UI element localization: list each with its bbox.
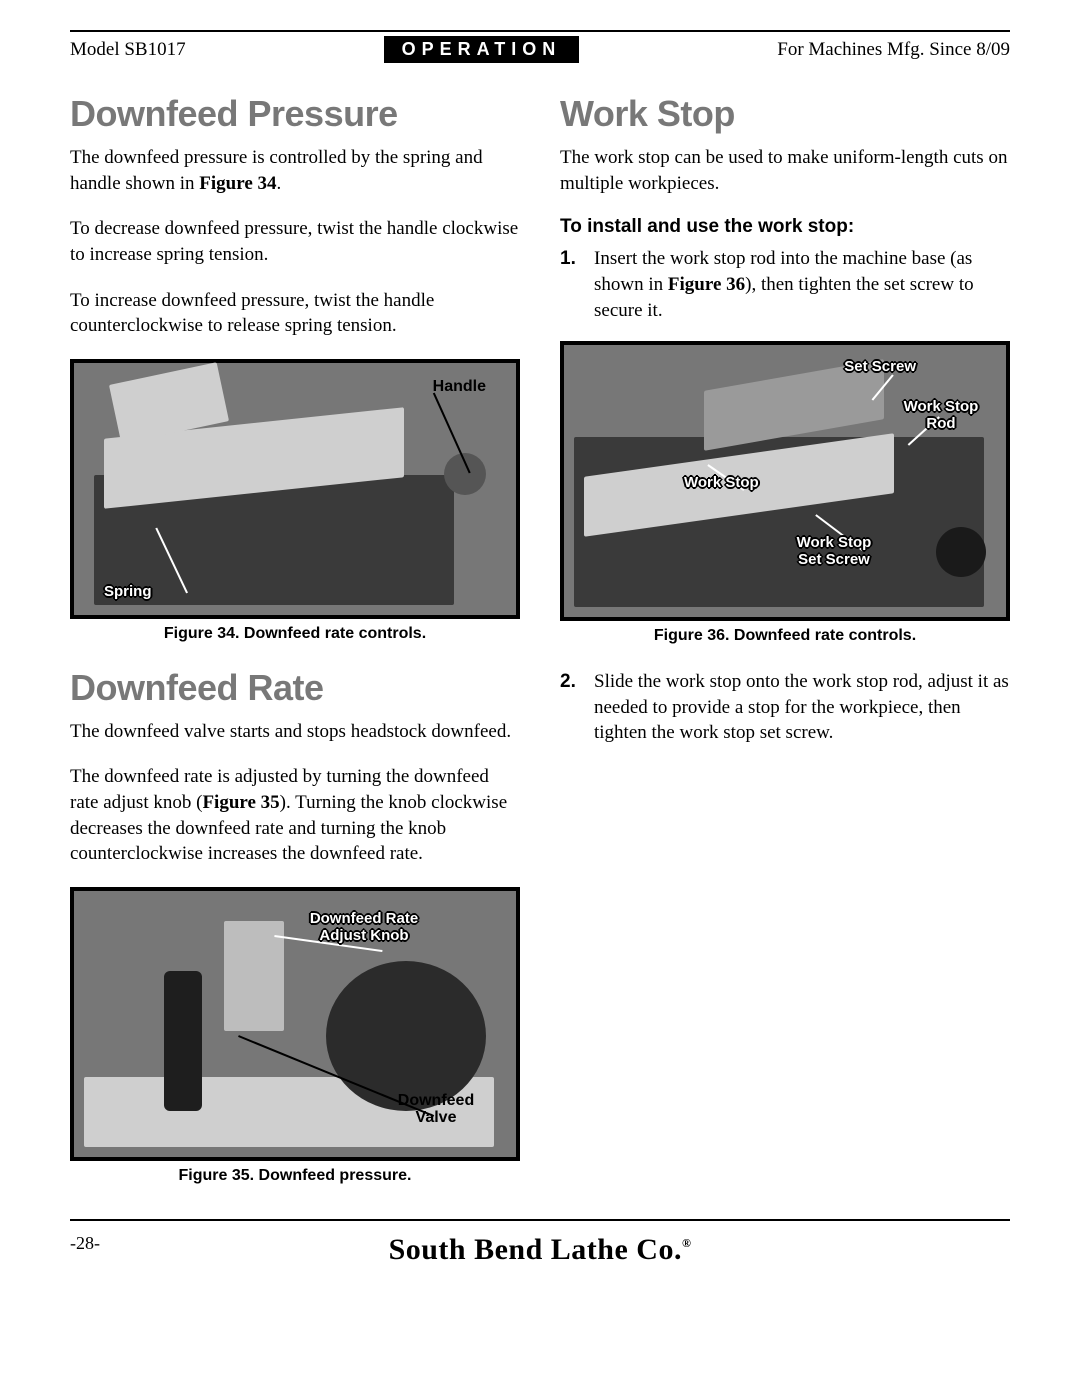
footer-brand-text: South Bend Lathe Co. bbox=[389, 1233, 682, 1266]
content-columns: Downfeed Pressure The downfeed pressure … bbox=[70, 93, 1010, 1209]
figure-34: Handle Spring bbox=[70, 359, 520, 619]
dp-para-1-figref: Figure 34 bbox=[199, 173, 276, 194]
ws-subheading: To install and use the work stop: bbox=[560, 216, 1010, 238]
heading-work-stop: Work Stop bbox=[560, 93, 1010, 135]
figure-36: Set Screw Work Stop Rod Work Stop Work S… bbox=[560, 341, 1010, 621]
header-mfg-date: For Machines Mfg. Since 8/09 bbox=[777, 39, 1010, 61]
dp-para-1: The downfeed pressure is controlled by t… bbox=[70, 145, 520, 196]
dr-para-2: The downfeed rate is adjusted by turning… bbox=[70, 764, 520, 867]
footer-brand-reg: ® bbox=[682, 1236, 691, 1250]
header-model: Model SB1017 bbox=[70, 39, 186, 61]
ws-step-2: 2. Slide the work stop onto the work sto… bbox=[560, 669, 1010, 746]
page-header: Model SB1017 OPERATION For Machines Mfg.… bbox=[70, 36, 1010, 63]
fig35-label-valve: Downfeed Valve bbox=[386, 1092, 486, 1127]
header-rule bbox=[70, 30, 1010, 32]
ws-step-2-text: Slide the work stop onto the work stop r… bbox=[594, 669, 1010, 746]
heading-downfeed-rate: Downfeed Rate bbox=[70, 667, 520, 709]
fig35-label-knob: Downfeed Rate Adjust Knob bbox=[294, 911, 434, 944]
ws-para-1: The work stop can be used to make unifor… bbox=[560, 145, 1010, 196]
ws-steps-2: 2. Slide the work stop onto the work sto… bbox=[560, 669, 1010, 746]
page-footer: -28- South Bend Lathe Co.® bbox=[70, 1221, 1010, 1267]
ws-step-2-num: 2. bbox=[560, 669, 594, 746]
ws-step-1-figref: Figure 36 bbox=[668, 274, 745, 295]
dr-para-2-figref: Figure 35 bbox=[202, 792, 279, 813]
dp-para-1c: . bbox=[277, 173, 282, 194]
fig34-label-handle: Handle bbox=[433, 378, 486, 396]
heading-downfeed-pressure: Downfeed Pressure bbox=[70, 93, 520, 135]
figure-36-caption: Figure 36. Downfeed rate controls. bbox=[560, 627, 1010, 645]
dp-para-2: To decrease downfeed pressure, twist the… bbox=[70, 216, 520, 267]
ws-step-1-num: 1. bbox=[560, 246, 594, 323]
dr-para-1: The downfeed valve starts and stops head… bbox=[70, 719, 520, 745]
footer-brand: South Bend Lathe Co.® bbox=[389, 1233, 692, 1267]
header-section-badge: OPERATION bbox=[384, 36, 580, 63]
fig36-label-workstop: Work Stop bbox=[684, 475, 759, 492]
fig36-label-ws-setscrew: Work Stop Set Screw bbox=[784, 535, 884, 568]
figure-35-caption: Figure 35. Downfeed pressure. bbox=[70, 1167, 520, 1185]
page-number: -28- bbox=[70, 1233, 100, 1254]
dp-para-3: To increase downfeed pressure, twist the… bbox=[70, 288, 520, 339]
figure-35: Downfeed Rate Adjust Knob Downfeed Valve bbox=[70, 887, 520, 1161]
ws-step-1-text: Insert the work stop rod into the machin… bbox=[594, 246, 1010, 323]
ws-steps: 1. Insert the work stop rod into the mac… bbox=[560, 246, 1010, 323]
figure-34-caption: Figure 34. Downfeed rate controls. bbox=[70, 625, 520, 643]
fig36-label-rod: Work Stop Rod bbox=[896, 399, 986, 432]
fig36-label-setscrew: Set Screw bbox=[844, 359, 916, 376]
right-column: Work Stop The work stop can be used to m… bbox=[560, 93, 1010, 1209]
fig34-label-spring: Spring bbox=[104, 584, 152, 601]
left-column: Downfeed Pressure The downfeed pressure … bbox=[70, 93, 520, 1209]
ws-step-1: 1. Insert the work stop rod into the mac… bbox=[560, 246, 1010, 323]
